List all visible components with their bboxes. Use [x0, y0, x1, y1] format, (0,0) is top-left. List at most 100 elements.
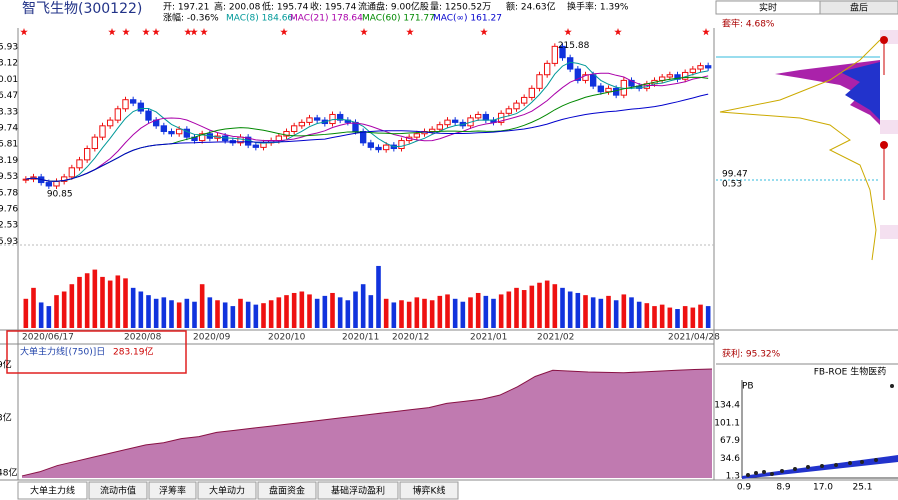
candle	[574, 68, 582, 81]
high-label: 215.88	[558, 41, 590, 51]
bottom-tab-label[interactable]: 浮筹率	[159, 485, 186, 497]
volume-bar	[291, 292, 297, 328]
tab[interactable]	[819, 0, 898, 15]
scatter-dot	[780, 469, 784, 473]
quote-field: 高: 200.08	[214, 1, 261, 13]
candle	[298, 121, 306, 127]
volume-bar	[514, 287, 519, 328]
candle	[359, 130, 367, 144]
volume-bar	[621, 294, 627, 328]
candle	[99, 125, 106, 138]
volume-bar	[322, 295, 328, 328]
candle	[436, 124, 444, 130]
volume-bar	[552, 284, 558, 328]
scatter-dot	[806, 465, 810, 469]
volume-bar	[399, 300, 404, 328]
volume-bar	[406, 301, 412, 328]
bottom-tab-label[interactable]: 博弈K线	[413, 485, 446, 497]
slider-knob[interactable]	[880, 36, 888, 44]
volume-bar	[261, 303, 266, 328]
signal-star	[280, 28, 288, 36]
volume-bar	[276, 297, 282, 328]
candle	[183, 128, 191, 138]
tab-label[interactable]: 盘后	[850, 2, 868, 14]
bottom-tab-label[interactable]: 大单主力线	[30, 485, 75, 497]
candle	[612, 87, 620, 96]
candle	[129, 99, 137, 104]
candle	[444, 119, 451, 126]
candle	[382, 144, 390, 151]
candle	[290, 125, 298, 132]
volume-bar	[284, 295, 289, 328]
scatter-x-label: 8.9	[776, 483, 791, 493]
volume-bar	[230, 306, 236, 328]
volume-bar	[682, 306, 688, 328]
bottom-tab[interactable]	[317, 481, 399, 500]
volume-bar	[54, 295, 59, 328]
candle	[114, 108, 122, 121]
price-axis-label: 5.93	[0, 43, 18, 53]
volume-bar	[537, 282, 542, 328]
volume-bar	[629, 297, 634, 328]
volume-bar	[61, 291, 67, 328]
chip-band	[880, 120, 898, 134]
price-mark: 99.47	[722, 170, 748, 180]
volume-bar	[253, 304, 259, 328]
candle	[145, 110, 152, 121]
bottom-tab-label[interactable]: 流动市值	[100, 485, 136, 497]
scatter-x-label: 25.1	[852, 483, 872, 493]
price-axis-label: 3.19	[0, 156, 18, 166]
axis-name: PB	[742, 382, 754, 392]
volume-bar	[590, 297, 596, 328]
slider-knob[interactable]	[880, 141, 888, 149]
bottom-tab-label[interactable]: 基础浮动盈利	[331, 485, 385, 497]
candle	[168, 130, 175, 135]
quote-field: 额: 24.63亿	[506, 1, 556, 13]
candle	[398, 140, 405, 150]
scatter-dot	[834, 463, 838, 467]
scatter-x-label: 0.9	[737, 483, 752, 493]
signal-star	[190, 28, 198, 36]
low-label: 90.85	[47, 189, 73, 199]
candle	[252, 144, 260, 148]
date-label: 2021/01	[470, 333, 507, 343]
volume-bar	[360, 284, 366, 328]
volume-bar	[345, 300, 351, 328]
volume-bar	[422, 298, 427, 328]
signal-star	[480, 28, 488, 36]
volume-bar	[636, 301, 642, 328]
scatter-x-label: 17.0	[813, 483, 833, 493]
volume-bar	[100, 276, 105, 328]
bottom-tab[interactable]	[17, 481, 88, 500]
signal-star	[142, 28, 150, 36]
bottom-tab[interactable]	[148, 481, 197, 500]
candle	[306, 117, 313, 123]
indicator-field: MAC(21) 178.64	[290, 14, 363, 24]
scatter-dot	[754, 471, 758, 475]
quote-field: 开: 197.21	[163, 2, 209, 13]
scatter-title: FB-ROE 生物医药	[814, 366, 886, 378]
bottom-tab-label[interactable]: 盘面资金	[269, 485, 305, 497]
candle	[697, 65, 704, 70]
candle	[122, 99, 129, 110]
bottom-tab-label[interactable]: 大单动力	[209, 485, 245, 497]
bottom-tab[interactable]	[257, 481, 317, 500]
volume-bar	[659, 304, 665, 328]
chip-band	[880, 225, 898, 239]
bottom-tab[interactable]	[399, 481, 459, 500]
volume-bar	[560, 287, 565, 328]
volume-bar	[598, 298, 604, 328]
candle	[528, 87, 536, 98]
indicator-field: MAC(∞) 161.27	[433, 14, 502, 24]
volume-bar	[475, 292, 481, 328]
quote-field: 换手率: 1.39%	[567, 1, 629, 13]
bottom-tab[interactable]	[88, 481, 148, 500]
volume-bar	[314, 298, 320, 328]
volume-bar	[652, 306, 657, 328]
candle	[597, 85, 605, 93]
tab-label[interactable]: 实时	[759, 2, 777, 14]
volume-bar	[414, 297, 420, 328]
bottom-tab[interactable]	[197, 481, 257, 500]
volume-bar	[299, 291, 305, 328]
scatter-y-label: 67.9	[720, 436, 740, 446]
